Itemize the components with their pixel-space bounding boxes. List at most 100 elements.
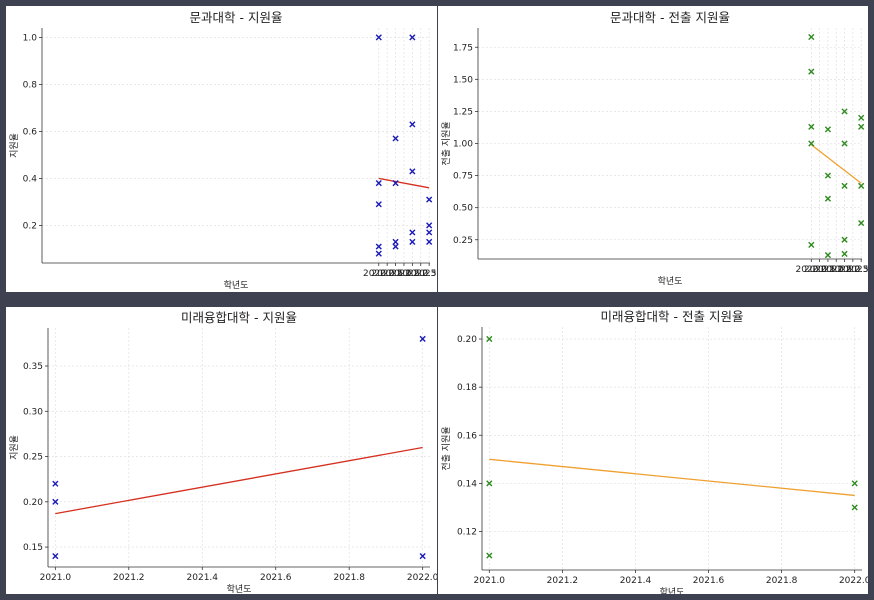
data-point — [426, 196, 433, 203]
data-point — [486, 552, 493, 559]
data-point — [409, 238, 416, 245]
chart-future-convergence-rate: 2021.0 2021.2 2021.4 2021.6 2021.8 2022.0 0.15… — [9, 310, 437, 594]
grid — [482, 327, 862, 570]
y-tick-label: 1.0 — [23, 33, 38, 43]
x-tick-label: 2021.6 — [260, 573, 292, 583]
data-point — [858, 114, 865, 121]
x-tick-label: 2021.6 — [693, 576, 725, 586]
x-tick-label: 2022.0 — [397, 269, 429, 279]
data-point — [375, 243, 382, 250]
y-tick-label: 1.50 — [453, 75, 473, 85]
chart-panel-2: 2020.0 2020.5 2021.0 2021.5 2022.0 2022.5 2023… — [438, 6, 868, 292]
x-tick-label: 2021.0 — [40, 573, 72, 583]
data-point — [851, 480, 858, 487]
data-point — [426, 222, 433, 229]
y-tick-label: 0.18 — [457, 383, 477, 393]
data-point — [486, 480, 493, 487]
y-tick-label: 0.20 — [23, 498, 43, 508]
y-tick-label: 0.8 — [23, 80, 38, 90]
data-point — [808, 123, 815, 130]
x-tick-label: 2022.5 — [837, 265, 868, 275]
trend-line — [55, 446, 423, 515]
y-tick-label: 1.25 — [453, 107, 473, 117]
data-point — [841, 140, 848, 147]
y-tick-label: 0.14 — [457, 479, 477, 489]
data-point — [426, 229, 433, 236]
y-tick-label: 0.30 — [23, 407, 43, 417]
x-tick-label: 2021.0 — [380, 269, 412, 279]
y-axis-label: 전출 지원율 — [441, 121, 452, 165]
data-point — [841, 108, 848, 115]
y-tick-label: 0.35 — [23, 362, 43, 372]
data-point — [419, 335, 426, 342]
data-point — [851, 504, 858, 511]
y-tick-label: 0.2 — [23, 221, 37, 231]
data-point — [841, 182, 848, 189]
y-tick-label: 1.00 — [453, 140, 473, 150]
data-point — [392, 135, 399, 142]
y-tick-label: 0.25 — [23, 453, 43, 463]
y-axis-label: 전출 지원율 — [441, 426, 452, 470]
y-tick-label: 0.50 — [453, 204, 473, 214]
y-tick-label: 1.75 — [453, 43, 473, 53]
chart-panel-3: 2021.0 2021.2 2021.4 2021.6 2021.8 2022.0 0.15… — [6, 307, 437, 594]
y-tick-label: 0.16 — [457, 431, 477, 441]
x-axis-label: 학년도 — [660, 587, 685, 594]
x-tick-label: 2021.4 — [620, 576, 652, 586]
x-tick-label: 2022.5 — [405, 269, 437, 279]
x-tick-label: 2021.2 — [547, 576, 579, 586]
data-point — [841, 250, 848, 257]
trend-line — [489, 458, 855, 497]
data-point — [824, 252, 832, 259]
x-tick-label: 2021.0 — [812, 265, 844, 275]
chart-panel-4: 2021.0 2021.2 2021.4 2021.6 2021.8 2022.0 0.12… — [438, 307, 868, 594]
data-point — [808, 68, 815, 75]
x-tick-label: 2020.5 — [804, 265, 836, 275]
x-tick-label: 2021.8 — [766, 576, 798, 586]
data-point — [409, 229, 416, 236]
data-point — [392, 180, 399, 187]
data-point — [375, 34, 382, 41]
y-tick-label: 0.20 — [457, 335, 477, 345]
trend-line — [810, 144, 862, 184]
chart-humanities-transfer-rate: 2020.02020.52021.02021.52022.02022.52023… — [441, 10, 868, 287]
x-tick-label: 2020.5 — [371, 269, 403, 279]
data-point — [858, 123, 865, 130]
chart-title: 미래융합대학 - 전출 지원율 — [601, 309, 744, 324]
y-tick-label: 0.75 — [453, 172, 473, 182]
x-tick-label: 2021.0 — [474, 576, 506, 586]
grid — [48, 328, 430, 567]
data-point — [824, 126, 832, 133]
data-point — [808, 241, 815, 248]
x-axis-label: 학년도 — [224, 280, 249, 291]
data-point — [858, 182, 865, 189]
y-tick-label: 0.4 — [23, 174, 38, 184]
x-axis-label: 학년도 — [658, 276, 683, 287]
data-point — [808, 140, 815, 147]
data-point — [375, 201, 382, 208]
grid — [42, 28, 430, 263]
x-tick-label: 2023.0 — [413, 269, 437, 279]
x-tick-label: 2021.5 — [820, 265, 852, 275]
data-point — [824, 172, 832, 179]
grid — [478, 28, 862, 259]
x-tick-label: 2021.2 — [113, 573, 145, 583]
x-axis-label: 학년도 — [227, 584, 252, 594]
trend-line — [378, 177, 430, 189]
data-point — [52, 498, 59, 505]
chart-panel-1: 2020.0 2020.5 2021.0 2021.5 2022.0 2022.5 2023… — [6, 6, 437, 292]
x-tick-label: 2022.0 — [407, 573, 437, 583]
y-tick-label: 0.25 — [453, 236, 473, 246]
x-tick-label: 2021.5 — [388, 269, 420, 279]
data-point — [52, 553, 59, 560]
x-tick-label: 2022.0 — [829, 265, 861, 275]
x-tick-label: 2022.0 — [839, 576, 868, 586]
data-point — [52, 480, 59, 487]
chart-future-convergence-transfer-rate: 2021.0 2021.2 2021.4 2021.6 2021.8 2022.0 0.12… — [441, 309, 868, 594]
data-point — [808, 33, 815, 41]
y-axis-label: 지원율 — [9, 133, 20, 158]
data-point — [824, 195, 832, 202]
chart-humanities-rate: 2020.02020.52021.02021.52022.02022.52023… — [9, 10, 437, 291]
y-axis-label: 지원율 — [9, 435, 20, 460]
data-point — [392, 243, 399, 250]
